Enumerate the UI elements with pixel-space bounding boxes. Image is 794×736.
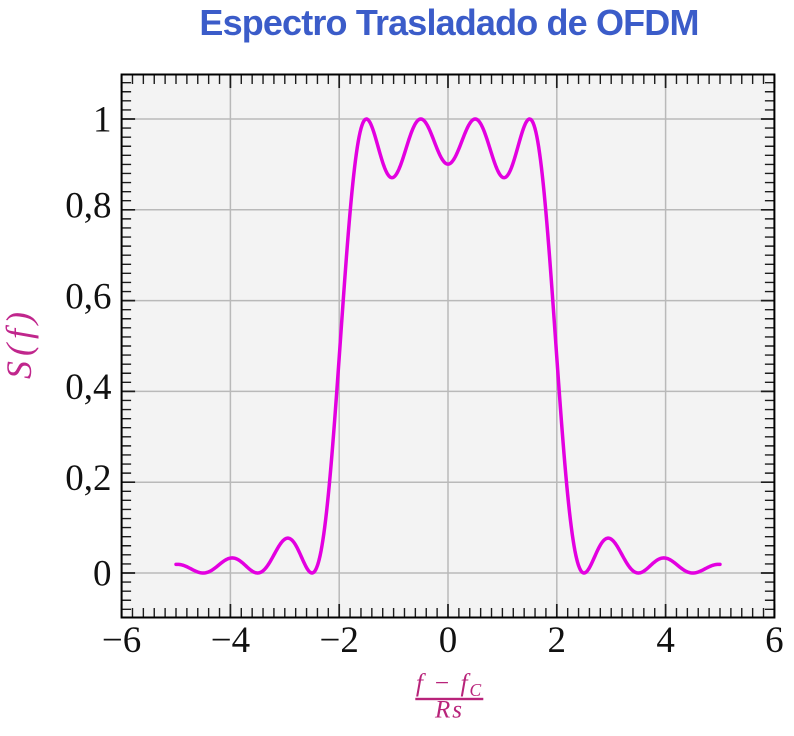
svg-text:0: 0 bbox=[93, 554, 112, 595]
svg-text:0,2: 0,2 bbox=[65, 458, 111, 499]
svg-text:0,4: 0,4 bbox=[65, 367, 111, 408]
svg-text:2: 2 bbox=[548, 620, 567, 661]
svg-text:Espectro Trasladado de OFDM: Espectro Trasladado de OFDM bbox=[199, 2, 698, 43]
svg-text:Rs: Rs bbox=[434, 697, 464, 724]
svg-text:−2: −2 bbox=[320, 620, 359, 661]
svg-text:0: 0 bbox=[439, 620, 458, 661]
svg-text:−4: −4 bbox=[211, 620, 250, 661]
svg-text:4: 4 bbox=[656, 620, 675, 661]
svg-text:1: 1 bbox=[93, 100, 112, 141]
svg-text:0,8: 0,8 bbox=[65, 186, 111, 227]
svg-text:−6: −6 bbox=[102, 620, 141, 661]
svg-text:6: 6 bbox=[765, 620, 784, 661]
svg-text:S(f): S(f) bbox=[0, 307, 39, 379]
svg-text:0,6: 0,6 bbox=[65, 276, 111, 317]
